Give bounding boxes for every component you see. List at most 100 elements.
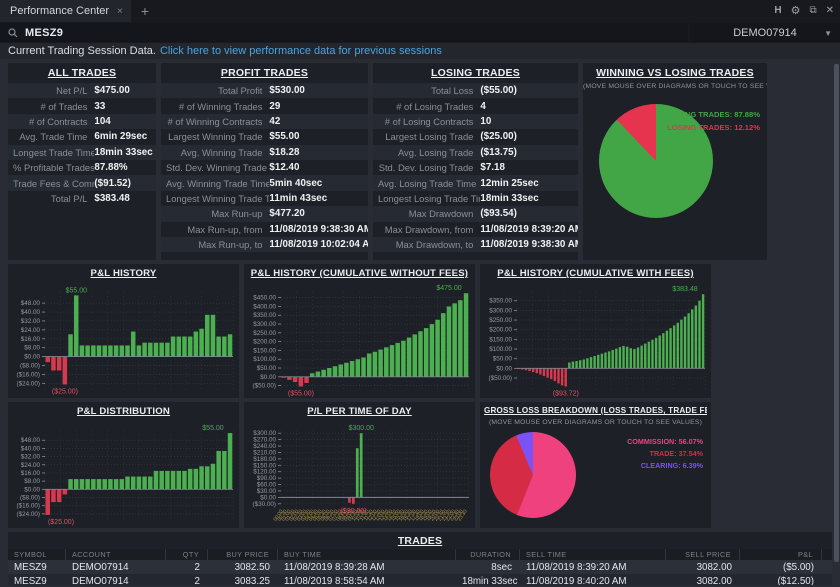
stat-value: 11min 43sec	[269, 193, 327, 204]
svg-text:$350.00: $350.00	[489, 298, 512, 305]
svg-text:$0.00: $0.00	[24, 486, 40, 493]
stat-row: Avg. Losing Trade($13.75)	[373, 145, 578, 160]
stat-value: 10	[480, 116, 491, 127]
svg-text:($55.00): ($55.00)	[288, 390, 314, 397]
panel-title: LOSING TRADES	[377, 67, 574, 79]
pnl-cumulative-without-fees-chart[interactable]: $450.00$400.00$350.00$300.00$250.00$200.…	[244, 281, 475, 398]
popout-icon[interactable]: ⧉	[809, 6, 816, 16]
cell-buy-time: 11/08/2019 8:39:28 AM	[278, 562, 456, 573]
column-header-sell-time[interactable]: SELL TIME	[520, 549, 666, 560]
cell-sell-price: 3082.00	[666, 562, 740, 573]
previous-sessions-link[interactable]: Click here to view performance data for …	[160, 45, 442, 57]
stat-row: Net P/L$475.00	[8, 83, 156, 98]
window-close-icon[interactable]: ✕	[826, 6, 834, 16]
svg-text:$8.00: $8.00	[24, 478, 40, 485]
svg-text:$100.00: $100.00	[489, 346, 512, 353]
stat-row: Std. Dev. Winning Trade$12.40	[161, 160, 368, 175]
tab-title: Performance Center	[10, 5, 109, 17]
panel-pnl-distribution: P&L DISTRIBUTION $48.00$40.00$32.00$24.0…	[8, 402, 239, 528]
pie-legend: COMMISSION: 56.07%TRADE: 37.54%CLEARING:…	[627, 436, 703, 472]
svg-text:$200.00: $200.00	[489, 327, 512, 334]
svg-text:$250.00: $250.00	[253, 330, 276, 337]
legend-entry: TRADE: 37.54%	[627, 448, 703, 460]
add-tab-button[interactable]: +	[131, 0, 159, 22]
panel-title: P&L DISTRIBUTION	[12, 406, 235, 417]
cell-buy-price: 3082.50	[208, 562, 278, 573]
cell-duration: 8sec	[456, 562, 520, 573]
svg-text:$32.00: $32.00	[21, 454, 41, 461]
column-header-duration[interactable]: DURATION	[456, 549, 520, 560]
vertical-scrollbar[interactable]	[834, 64, 839, 562]
search-icon	[8, 28, 18, 38]
column-header-qty[interactable]: QTY	[166, 549, 208, 560]
panel-pnl-history: P&L HISTORY $48.00$40.00$32.00$24.00$16.…	[8, 264, 239, 398]
stat-row: Total P/L$383.48	[8, 191, 156, 206]
stat-row: Max Run-up, from11/08/2019 9:38:30 AM	[161, 222, 368, 237]
stat-value: 12min 25sec	[480, 178, 538, 189]
stat-row: Max Run-up, to11/08/2019 10:02:04 AM	[161, 237, 368, 252]
stat-value: 104	[94, 116, 110, 127]
panel-pnl-cumulative-with-fees: P&L HISTORY (CUMULATIVE WITH FEES) $350.…	[480, 264, 711, 398]
symbol-search-input[interactable]: MESZ9	[0, 23, 688, 42]
column-header-sell-price[interactable]: SELL PRICE	[666, 549, 740, 560]
stat-label: # of Winning Trades	[166, 101, 269, 112]
svg-text:$48.00: $48.00	[21, 437, 41, 444]
stat-label: % Profitable Trades	[13, 162, 94, 173]
column-header-buy-price[interactable]: BUY PRICE	[208, 549, 278, 560]
stat-value: 18min 33sec	[94, 147, 152, 158]
stat-value: ($91.52)	[94, 178, 131, 189]
legend-entry: LOSING TRADES: 12.12%	[663, 121, 760, 134]
column-header-symbol[interactable]: SYMBOL	[8, 549, 66, 560]
panel-title: P/L PER TIME OF DAY	[248, 406, 471, 417]
account-select[interactable]: DEMO07914 ▼	[690, 23, 840, 42]
cell-p-l: ($5.00)	[740, 562, 822, 573]
stat-label: Net P/L	[13, 85, 94, 96]
table-row[interactable]: MESZ9DEMO0791423083.2511/08/2019 8:58:54…	[8, 574, 832, 585]
panel-profit-trades: PROFIT TRADES Total Profit$530.00# of Wi…	[161, 63, 368, 260]
stat-row: Avg. Losing Trade Time12min 25sec	[373, 175, 578, 190]
svg-text:$16.00: $16.00	[21, 336, 41, 343]
pnl-distribution-chart[interactable]: $48.00$40.00$32.00$24.00$16.00$8.00$0.00…	[8, 419, 239, 528]
stat-row: % Profitable Trades87.88%	[8, 160, 156, 175]
svg-text:$100.00: $100.00	[253, 356, 276, 363]
stat-row: Max Drawdown, to11/08/2019 9:38:30 AM	[373, 237, 578, 252]
column-header-account[interactable]: ACCOUNT	[66, 549, 166, 560]
cell-p-l: ($12.50)	[740, 576, 822, 586]
svg-text:($8.00): ($8.00)	[20, 363, 40, 370]
stat-label: Max Run-up	[166, 208, 269, 219]
panel-title: TRADES	[12, 535, 828, 547]
tab-performance-center[interactable]: Performance Center ×	[0, 0, 131, 22]
stat-label: Total Loss	[378, 85, 480, 96]
stat-value: ($25.00)	[480, 131, 517, 142]
gross-loss-pie-chart[interactable]	[490, 432, 576, 518]
stat-row: Total Loss($55.00)	[373, 83, 578, 98]
table-row[interactable]: MESZ9DEMO0791423082.5011/08/2019 8:39:28…	[8, 560, 832, 574]
pnl-history-chart[interactable]: $48.00$40.00$32.00$24.00$16.00$8.00$0.00…	[8, 281, 239, 398]
svg-text:($50.00): ($50.00)	[489, 375, 512, 382]
svg-text:$8.00: $8.00	[24, 345, 40, 352]
svg-text:$300.00: $300.00	[489, 307, 512, 314]
panel-gross-loss-breakdown: GROSS LOSS BREAKDOWN (LOSS TRADES, TRADE…	[480, 402, 711, 528]
panel-title: PROFIT TRADES	[165, 67, 364, 79]
symbol-toolbar: MESZ9 DEMO07914 ▼	[0, 22, 840, 43]
svg-text:$0.00: $0.00	[24, 354, 40, 361]
column-header-p-l[interactable]: P&L	[740, 549, 822, 560]
stat-label: Longest Winning Trade Time	[166, 193, 269, 204]
svg-text:$383.48: $383.48	[672, 286, 697, 293]
stat-label: Max Drawdown, from	[378, 224, 480, 235]
stat-label: Avg. Losing Trade Time	[378, 178, 480, 189]
panel-title: WINNING VS LOSING TRADES	[587, 67, 763, 79]
tab-close-icon[interactable]: ×	[117, 6, 123, 17]
pnl-cumulative-with-fees-chart[interactable]: $350.00$300.00$250.00$200.00$150.00$100.…	[480, 281, 711, 398]
help-icon[interactable]: H	[774, 6, 781, 16]
stat-label: Avg. Trade Time	[13, 131, 94, 142]
stat-row: Std. Dev. Losing Trade$7.18	[373, 160, 578, 175]
settings-gear-icon[interactable]: ⚙	[791, 6, 801, 17]
pl-per-time-of-day-chart[interactable]: $300.00$270.00$240.00$210.00$180.00$150.…	[244, 419, 475, 528]
svg-text:($93.72): ($93.72)	[553, 390, 579, 397]
column-header-buy-time[interactable]: BUY TIME	[278, 549, 456, 560]
svg-text:$0.00: $0.00	[260, 374, 276, 381]
svg-text:$16.00: $16.00	[21, 470, 41, 477]
cell-buy-time: 11/08/2019 8:58:54 AM	[278, 576, 456, 586]
stat-value: 11/08/2019 9:38:30 AM	[269, 224, 368, 235]
